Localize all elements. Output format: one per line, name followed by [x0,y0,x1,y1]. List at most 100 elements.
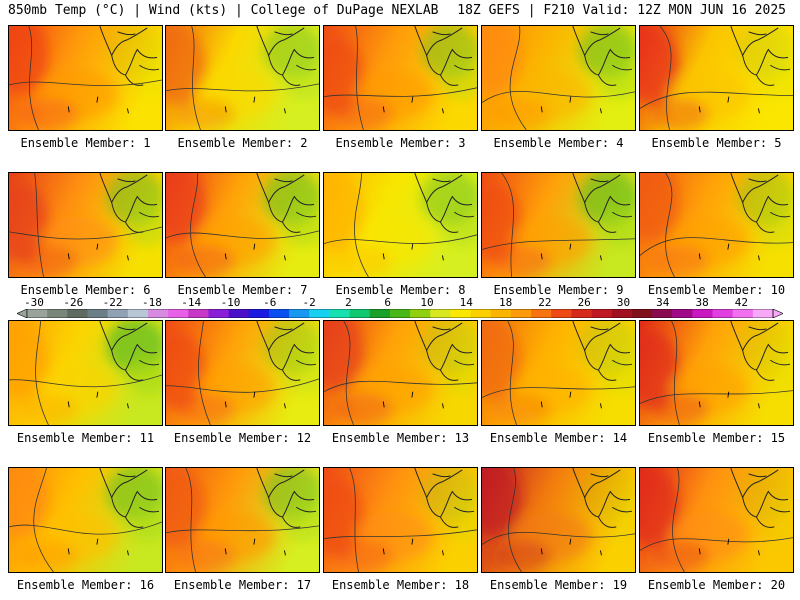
colorbar-segment [188,309,209,318]
colorbar-segment [289,309,310,318]
temperature-field [9,173,162,277]
colorbar-tick-label: -2 [302,296,316,309]
colorbar-segment [248,309,270,318]
model-run-info: 18Z GEFS | F210 Valid: 12Z MON JUN 16 20… [457,3,786,18]
ensemble-map-panel [639,320,794,426]
colorbar-tick-label: -22 [102,296,123,309]
temperature-field [9,468,162,572]
colorbar-tick-label: -10 [220,296,241,309]
colorbar-segment [410,309,431,318]
colorbar-segment [551,309,572,318]
temperature-field [482,173,635,277]
ensemble-member-label: Ensemble Member: 12 [173,431,312,445]
ensemble-member-label: Ensemble Member: 1 [20,136,151,150]
ensemble-map-panel [8,467,163,573]
colorbar-tick-label: -26 [63,296,84,309]
colorbar-tick-label: -14 [181,296,202,309]
ensemble-map-panel [165,467,320,573]
temperature-field [482,321,635,425]
temperature-field [324,321,477,425]
temperature-field [640,26,793,130]
colorbar-tick-label: 6 [384,296,391,309]
colorbar-segment [228,309,250,318]
colorbar-segment [309,309,330,318]
colorbar-tick-label: -18 [141,296,162,309]
ensemble-map-panel [323,467,478,573]
ensemble-member-label: Ensemble Member: 8 [335,283,466,297]
colorbar-tick-label: 14 [459,296,473,309]
ensemble-member-label: Ensemble Member: 9 [493,283,624,297]
ensemble-map-panel [323,25,478,131]
colorbar-segment [591,309,613,318]
ensemble-map-panel [165,172,320,278]
colorbar-segment [712,309,733,318]
colorbar-tick-label: 18 [498,296,513,309]
colorbar-segment [107,309,129,318]
colorbar-tick-label: -6 [263,296,277,309]
colorbar-segment [450,309,471,318]
colorbar-segment [692,309,713,318]
ensemble-member-label: Ensemble Member: 5 [651,136,782,150]
temperature-field [640,321,793,425]
ensemble-map-panel [165,25,320,131]
colorbar-segment [652,309,673,318]
ensemble-member-label: Ensemble Member: 19 [489,578,628,592]
ensemble-member-label: Ensemble Member: 16 [16,578,155,592]
temperature-field [166,173,319,277]
colorbar-segment [389,309,411,318]
colorbar-tick-label: 26 [577,296,591,309]
ensemble-member-label: Ensemble Member: 10 [647,283,786,297]
colorbar-segment [349,309,371,318]
ensemble-map-panel [639,25,794,131]
ensemble-member-label: Ensemble Member: 15 [647,431,786,445]
colorbar-segment [208,309,229,318]
colorbar-left-arrow [17,309,28,318]
colorbar-tick-label: -30 [24,296,44,309]
ensemble-map-panel [323,320,478,426]
colorbar-tick-label: 10 [420,296,434,309]
colorbar-tick-label: 30 [616,296,631,309]
colorbar-tick-label: 42 [734,296,749,309]
ensemble-member-label: Ensemble Member: 3 [335,136,466,150]
ensemble-map-panel [639,467,794,573]
colorbar-segment [87,309,108,318]
temperature-field [166,321,319,425]
colorbar-segment [510,309,532,318]
ensemble-member-label: Ensemble Member: 7 [177,283,308,297]
temperature-field [9,26,162,130]
ensemble-member-label: Ensemble Member: 18 [331,578,470,592]
ensemble-map-panel [481,320,636,426]
ensemble-map-panel [8,25,163,131]
colorbar-segment [147,309,169,318]
ensemble-member-label: Ensemble Member: 13 [331,431,470,445]
colorbar-right-arrow [772,309,783,318]
colorbar-segment [168,309,189,318]
temperature-field [166,26,319,130]
colorbar-segment [27,309,48,318]
colorbar-segment [329,309,350,318]
ensemble-member-label: Ensemble Member: 17 [173,578,312,592]
colorbar-segment [752,309,774,318]
ensemble-map-panel [639,172,794,278]
ensemble-map-panel [323,172,478,278]
temperature-field [324,26,477,130]
colorbar-segment [369,309,391,318]
temperature-field [640,468,793,572]
ensemble-member-label: Ensemble Member: 2 [177,136,308,150]
ensemble-member-label: Ensemble Member: 20 [647,578,786,592]
temperature-field [166,468,319,572]
colorbar-tick-label: 34 [656,296,670,309]
colorbar-segment [127,309,149,318]
temperature-field [640,173,793,277]
ensemble-map-panel [8,172,163,278]
ensemble-member-label: Ensemble Member: 11 [16,431,155,445]
colorbar-labels: -30 -26 -22 -18 -14 -10 -6 -2 2 6 10 14 18 22 26 30 34 38… [0,297,800,309]
ensemble-member-label: Ensemble Member: 4 [493,136,624,150]
chart-title: 850mb Temp (°C) | Wind (kts) | College o… [8,3,439,18]
temperature-colorbar [17,309,783,318]
colorbar-segment [67,309,88,318]
colorbar-segment [631,309,653,318]
ensemble-member-label: Ensemble Member: 6 [20,283,151,297]
colorbar-segment [732,309,754,318]
colorbar-segment [430,309,451,318]
